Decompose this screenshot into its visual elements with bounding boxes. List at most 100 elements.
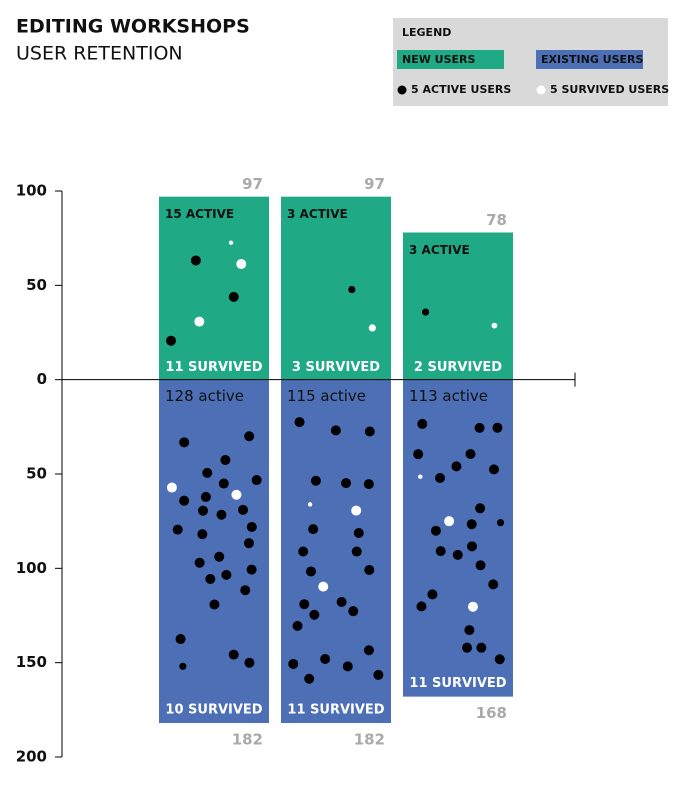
survived-label: 11 SURVIVED bbox=[165, 360, 262, 375]
survived-label: 3 SURVIVED bbox=[292, 360, 380, 375]
legend-label: NEW USERS bbox=[402, 53, 476, 66]
survived-label: 11 SURVIVED bbox=[409, 676, 506, 691]
value-label: 97 bbox=[242, 175, 263, 193]
active-dot bbox=[465, 449, 476, 460]
active-label: 128 active bbox=[165, 387, 244, 405]
value-label: 78 bbox=[486, 211, 507, 229]
active-label: 3 ACTIVE bbox=[287, 207, 348, 221]
active-dot-partial bbox=[421, 308, 430, 316]
active-dot bbox=[452, 549, 463, 560]
active-dot bbox=[430, 525, 441, 536]
active-dot bbox=[251, 475, 262, 486]
active-dot bbox=[209, 599, 220, 610]
legend-label: 5 ACTIVE USERS bbox=[411, 83, 511, 96]
survived-dot-partial bbox=[368, 324, 376, 332]
active-dot bbox=[488, 579, 499, 590]
active-dot bbox=[416, 601, 427, 612]
active-dot bbox=[494, 654, 505, 665]
active-dot-partial bbox=[348, 285, 356, 294]
active-dot bbox=[221, 569, 232, 580]
active-dot bbox=[288, 658, 299, 669]
active-dot bbox=[342, 661, 353, 672]
active-dot bbox=[474, 422, 485, 433]
active-dot bbox=[243, 538, 254, 549]
value-label: 97 bbox=[364, 175, 385, 193]
active-dot bbox=[179, 495, 190, 506]
active-dot bbox=[476, 642, 487, 653]
chart-subtitle: USER RETENTION bbox=[16, 43, 183, 65]
y-tick-label: 50 bbox=[26, 465, 47, 483]
y-tick-label: 0 bbox=[37, 370, 47, 388]
active-dot bbox=[363, 479, 374, 490]
active-dot bbox=[205, 574, 216, 585]
y-tick-label: 100 bbox=[16, 182, 47, 200]
value-label: 182 bbox=[232, 731, 263, 749]
active-dot bbox=[464, 625, 475, 636]
active-dot bbox=[320, 653, 331, 664]
active-dot bbox=[197, 529, 208, 540]
bar bbox=[159, 379, 269, 724]
bar bbox=[159, 196, 269, 380]
value-label: 168 bbox=[476, 704, 507, 722]
active-dot bbox=[435, 546, 446, 557]
active-label: 113 active bbox=[409, 387, 488, 405]
active-dot bbox=[294, 417, 305, 428]
active-dot bbox=[216, 509, 227, 520]
survived-dot bbox=[236, 259, 247, 270]
active-dot bbox=[364, 426, 375, 437]
survived-dot-partial bbox=[228, 240, 234, 245]
active-dot-partial bbox=[496, 519, 505, 527]
active-dot bbox=[200, 491, 211, 502]
active-dot bbox=[166, 335, 177, 346]
survived-dot-partial bbox=[307, 502, 313, 507]
survived-dot bbox=[351, 505, 362, 516]
bar bbox=[281, 196, 391, 380]
active-dot bbox=[218, 478, 229, 489]
active-dot bbox=[488, 464, 499, 475]
active-dot bbox=[336, 596, 347, 607]
active-dot bbox=[246, 564, 257, 575]
active-dot bbox=[373, 669, 384, 680]
legend-label: 5 SURVIVED USERS bbox=[550, 83, 669, 96]
active-dot bbox=[299, 599, 310, 610]
survived-label: 10 SURVIVED bbox=[165, 703, 262, 718]
survived-dot bbox=[467, 601, 478, 612]
active-dot bbox=[309, 609, 320, 620]
active-dot bbox=[466, 541, 477, 552]
active-dot bbox=[244, 657, 255, 668]
active-dot bbox=[298, 546, 309, 557]
active-dot bbox=[417, 418, 428, 429]
bar bbox=[403, 379, 513, 697]
active-dot bbox=[237, 504, 248, 515]
legend-swatch bbox=[397, 50, 504, 69]
active-dot bbox=[492, 422, 503, 433]
y-tick-label: 50 bbox=[26, 276, 47, 294]
active-dot bbox=[228, 649, 239, 660]
active-dot bbox=[363, 645, 374, 656]
active-dot bbox=[244, 431, 255, 442]
bar bbox=[403, 232, 513, 380]
survived-label: 11 SURVIVED bbox=[287, 703, 384, 718]
active-dot bbox=[341, 478, 352, 489]
legend-dot bbox=[536, 85, 546, 95]
active-dot bbox=[462, 642, 473, 653]
active-dot bbox=[451, 461, 462, 472]
active-dot bbox=[202, 467, 213, 478]
legend-label: EXISTING USERS bbox=[541, 53, 644, 66]
active-dot bbox=[308, 524, 319, 535]
survived-dot bbox=[444, 516, 455, 527]
chart-title: EDITING WORKSHOPS bbox=[16, 16, 250, 38]
active-dot bbox=[292, 620, 303, 631]
survived-dot bbox=[231, 489, 242, 500]
active-dot bbox=[475, 560, 486, 571]
y-tick-label: 150 bbox=[16, 653, 47, 671]
legend-swatch bbox=[536, 50, 643, 69]
active-dot bbox=[304, 673, 315, 684]
legend-dot bbox=[397, 85, 407, 95]
active-dot bbox=[435, 472, 446, 483]
active-dot bbox=[305, 566, 316, 577]
active-dot bbox=[413, 449, 424, 460]
active-dot bbox=[194, 557, 205, 568]
active-dot bbox=[198, 505, 209, 516]
